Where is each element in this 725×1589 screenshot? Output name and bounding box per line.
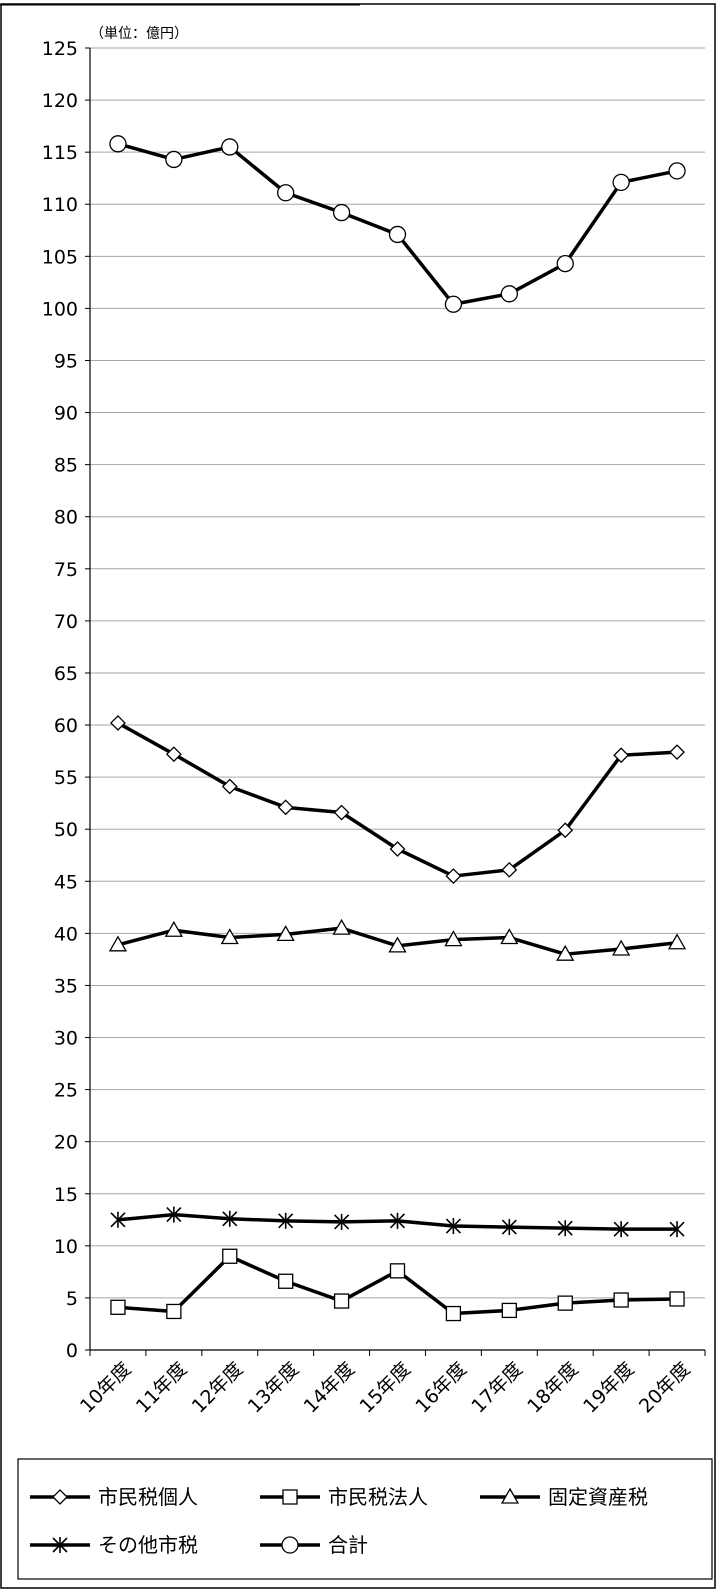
data-point-star — [166, 1206, 182, 1223]
data-point-circle — [556, 254, 574, 273]
y-tick-label: 45 — [54, 871, 78, 893]
y-tick-label: 15 — [54, 1184, 78, 1206]
y-tick-label: 120 — [42, 90, 78, 112]
data-point-square — [389, 1263, 406, 1279]
data-point-diamond — [389, 841, 406, 857]
data-point-square — [613, 1292, 629, 1308]
data-point-triangle — [108, 935, 128, 952]
legend-label: その他市税 — [98, 1533, 198, 1557]
data-point-circle — [500, 285, 518, 303]
y-tick-label: 10 — [54, 1236, 78, 1258]
y-tick-label: 110 — [42, 194, 78, 216]
data-point-square — [166, 1303, 182, 1320]
data-point-square — [222, 1248, 238, 1264]
data-point-triangle — [556, 944, 575, 961]
y-tick-label: 125 — [42, 38, 78, 60]
data-point-diamond — [333, 804, 350, 821]
data-point-triangle — [667, 933, 687, 950]
data-point-star — [110, 1211, 126, 1228]
y-tick-label: 60 — [54, 715, 78, 737]
data-point-square — [110, 1299, 126, 1315]
y-tick-label: 75 — [54, 559, 78, 581]
data-point-diamond — [501, 861, 518, 878]
data-point-triangle — [332, 918, 351, 935]
data-point-circle — [221, 138, 239, 156]
y-axis-ticks: 0 5 10 15 20 25 30 35 40 45 50 55 60 65 70 75 80 85 90 95 10… — [42, 38, 90, 1362]
data-point-star — [669, 1221, 685, 1238]
data-point-triangle — [164, 920, 183, 937]
y-tick-label: 0 — [66, 1340, 78, 1362]
data-point-square — [669, 1291, 685, 1307]
data-point-circle — [388, 225, 407, 244]
data-point-diamond — [445, 868, 462, 884]
data-point-circle — [165, 150, 183, 169]
data-point-circle — [277, 184, 295, 202]
data-point-circle — [668, 162, 686, 180]
legend-label: 合計 — [328, 1533, 368, 1557]
y-tick-label: 65 — [54, 663, 78, 685]
legend-label: 市民税法人 — [328, 1485, 428, 1509]
unit-note: （単位：億円） — [90, 26, 188, 42]
data-point-triangle — [444, 930, 463, 947]
legend-label: 固定資産税 — [548, 1485, 648, 1509]
data-point-square — [557, 1295, 573, 1311]
data-point-star — [389, 1212, 406, 1229]
data-point-square — [278, 1273, 294, 1289]
data-point-triangle — [388, 936, 407, 953]
legend-box — [17, 1458, 713, 1580]
data-point-star — [613, 1221, 629, 1238]
legend-marker-square — [282, 1489, 298, 1505]
y-tick-label: 100 — [42, 298, 78, 320]
legend-marker-triangle — [500, 1487, 520, 1504]
data-point-triangle — [276, 925, 295, 942]
data-point-star — [445, 1218, 461, 1235]
y-tick-label: 105 — [42, 246, 78, 268]
data-point-square — [445, 1305, 462, 1322]
data-point-star — [278, 1212, 294, 1229]
data-point-triangle — [500, 928, 519, 945]
data-point-diamond — [165, 746, 182, 763]
data-point-diamond — [557, 822, 574, 839]
y-tick-label: 85 — [54, 455, 78, 477]
legend-label: 市民税個人 — [98, 1485, 198, 1509]
data-point-circle — [444, 295, 463, 313]
data-point-triangle — [612, 939, 631, 956]
data-point-circle — [612, 173, 630, 192]
y-tick-label: 55 — [54, 767, 78, 789]
chart-border — [0, 3, 716, 1589]
y-tick-label: 5 — [66, 1288, 78, 1310]
data-point-star — [222, 1210, 238, 1227]
series-group — [108, 135, 687, 1322]
data-point-circle — [332, 203, 351, 222]
y-tick-label: 80 — [54, 507, 78, 529]
data-point-diamond — [221, 778, 238, 795]
data-point-diamond — [277, 799, 294, 816]
data-point-diamond — [110, 715, 126, 731]
data-point-diamond — [669, 744, 685, 761]
y-tick-label: 35 — [54, 975, 78, 997]
y-tick-label: 30 — [54, 1028, 78, 1050]
data-point-square — [333, 1293, 350, 1309]
legend-marker-diamond — [52, 1489, 68, 1505]
data-point-star — [557, 1220, 573, 1237]
y-tick-label: 40 — [54, 923, 78, 945]
data-point-star — [334, 1213, 350, 1230]
data-point-star — [501, 1219, 517, 1236]
y-tick-label: 95 — [54, 350, 78, 372]
data-point-triangle — [220, 928, 239, 945]
data-point-square — [501, 1302, 517, 1319]
y-tick-label: 20 — [54, 1132, 78, 1154]
y-tick-label: 50 — [54, 819, 78, 841]
y-tick-label: 70 — [54, 611, 78, 633]
y-tick-label: 25 — [54, 1080, 78, 1102]
data-point-diamond — [613, 747, 630, 764]
y-tick-label: 115 — [42, 142, 78, 164]
legend-marker-star — [52, 1537, 68, 1553]
y-tick-label: 90 — [54, 403, 78, 425]
data-point-circle — [109, 135, 127, 153]
legend-marker-circle — [281, 1536, 299, 1554]
